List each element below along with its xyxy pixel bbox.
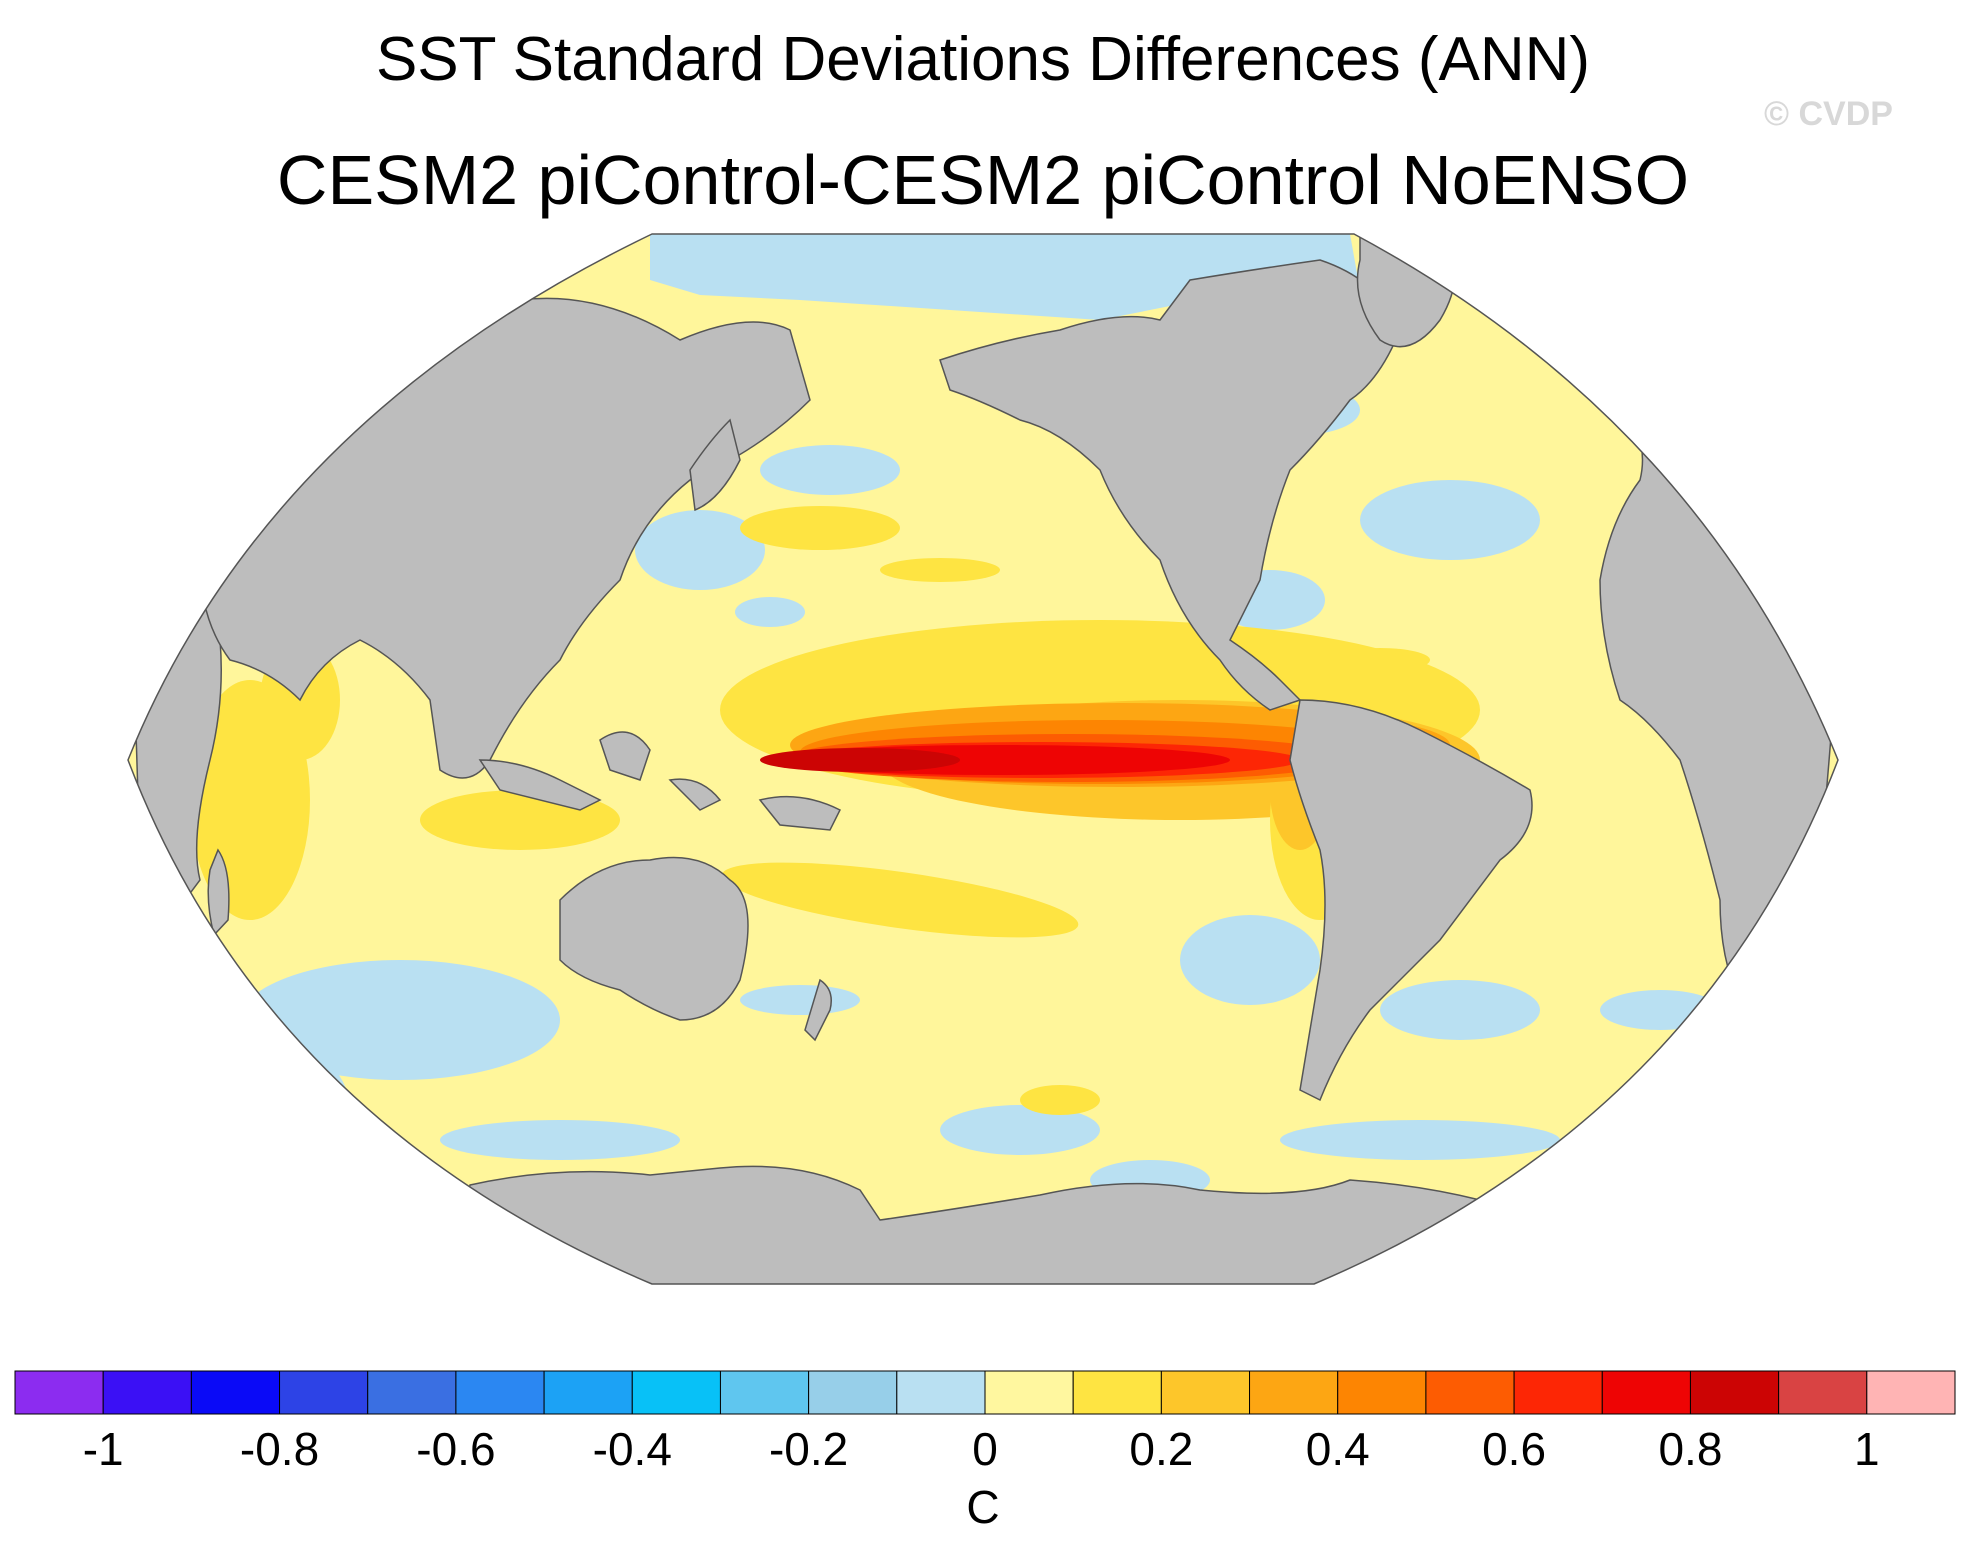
colorbar-swatch (631, 1370, 721, 1415)
colorbar-swatch (455, 1370, 545, 1415)
antarctica (449, 1165, 1521, 1284)
australia (559, 856, 749, 1021)
south-america (1289, 699, 1533, 1102)
colorbar-swatch (367, 1370, 457, 1415)
colorbar-swatch (14, 1370, 104, 1415)
colorbar-tick-label: -0.6 (416, 1423, 496, 1475)
colorbar-swatch (1866, 1370, 1956, 1415)
copyright-watermark: © CVDP (1764, 95, 1893, 133)
colorbar-tick-label: -0.4 (592, 1423, 672, 1475)
colorbar-tick-label: 0.2 (1129, 1423, 1194, 1475)
colorbar-tick-label: 0.8 (1658, 1423, 1723, 1475)
colorbar-swatch (1778, 1370, 1868, 1415)
chart-subtitle: CESM2 piControl-CESM2 piControl NoENSO (276, 141, 1690, 219)
colorbar-swatch (1425, 1370, 1515, 1415)
map-border (127, 233, 1839, 1285)
colorbar-swatch (543, 1370, 633, 1415)
colorbar-tick-label: -0.8 (239, 1423, 320, 1475)
colorbar-swatch (896, 1370, 986, 1415)
colorbar-swatch (1513, 1370, 1603, 1415)
colorbar-tick-label: -1 (82, 1423, 124, 1475)
colorbar-swatch (1601, 1370, 1691, 1415)
colorbar-swatch (102, 1370, 192, 1415)
colorbar-swatch (190, 1370, 281, 1415)
chart-title: SST Standard Deviations Differences (ANN… (375, 25, 1591, 94)
colorbar-swatch (984, 1370, 1074, 1415)
colorbar-tick-label: -0.2 (768, 1423, 849, 1475)
indonesia-islands (478, 759, 602, 811)
japan (689, 418, 741, 512)
colorbar-swatch (1160, 1370, 1251, 1415)
new-zealand (804, 978, 832, 1042)
colorbar-tick-label: 0.6 (1482, 1423, 1547, 1475)
colorbar-swatch (719, 1370, 810, 1415)
colorbar-swatch (1249, 1370, 1339, 1415)
colorbar-tick-label: 0.4 (1305, 1423, 1370, 1475)
colorbar-swatch (1337, 1370, 1427, 1415)
colorbar-swatch (1072, 1370, 1162, 1415)
north-america (939, 259, 1401, 711)
colorbar-tick-label: 0 (972, 1423, 998, 1475)
colorbar-swatch (279, 1370, 369, 1415)
colorbar-units: C (966, 1481, 1000, 1533)
colorbar-swatch (808, 1370, 898, 1415)
colorbar-swatch (1689, 1370, 1780, 1415)
colorbar-tick-label: 1 (1854, 1423, 1880, 1475)
